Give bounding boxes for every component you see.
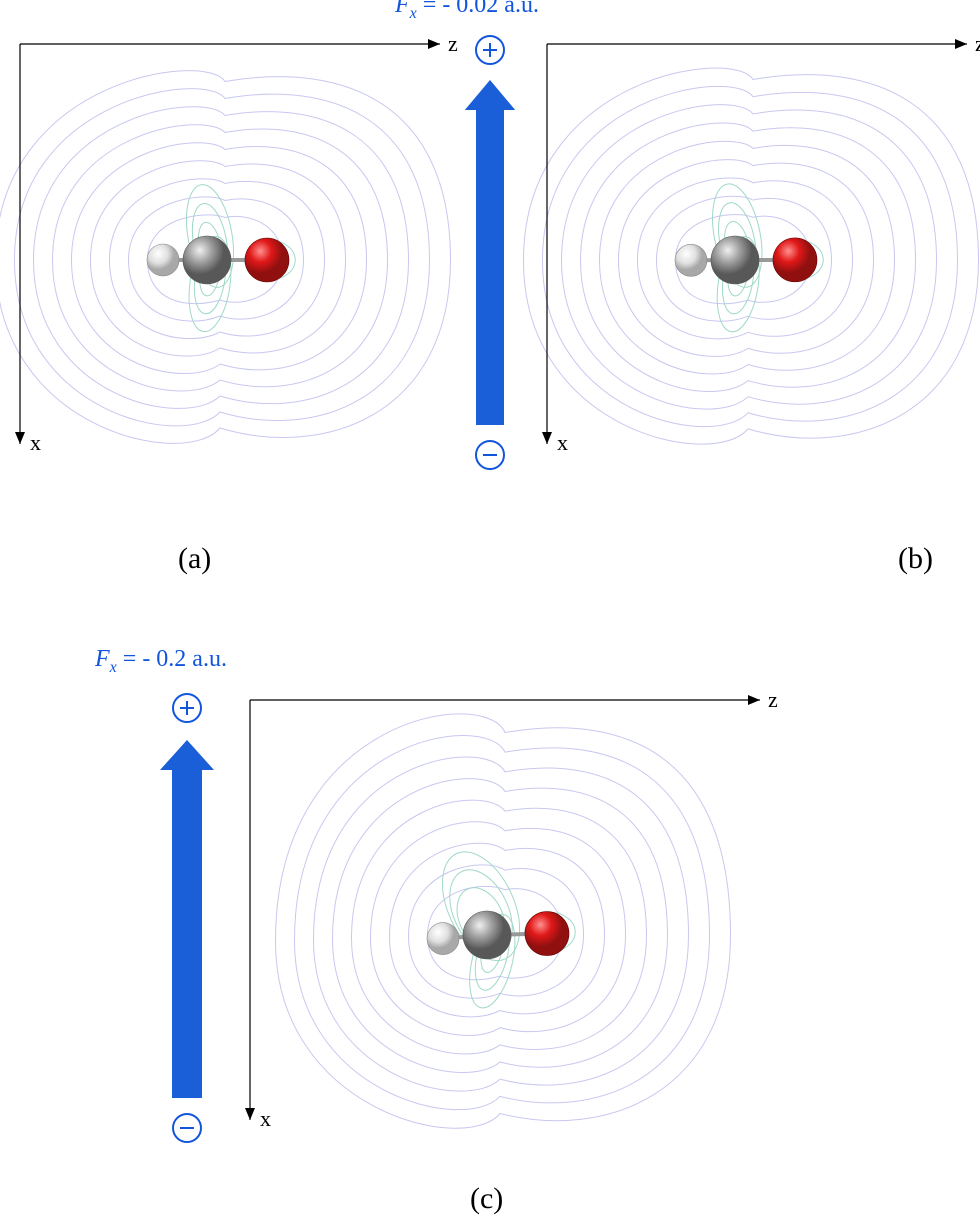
- panel-label-c: (c): [470, 1182, 503, 1216]
- svg-text:x: x: [260, 1106, 271, 1131]
- panel-label-a: (a): [178, 542, 211, 576]
- svg-text:x: x: [30, 430, 41, 455]
- svg-text:z: z: [768, 687, 778, 712]
- svg-text:x: x: [557, 430, 568, 455]
- svg-text:z: z: [975, 31, 980, 56]
- panel-a: zx: [0, 30, 480, 500]
- svg-text:Fx = - 0.02 a.u.: Fx = - 0.02 a.u.: [394, 0, 539, 22]
- panel-b: zxFx = - 0.02 a.u.: [455, 30, 975, 500]
- panel-c: zxFx = - 0.2 a.u.: [115, 670, 855, 1150]
- svg-text:Fx = - 0.2 a.u.: Fx = - 0.2 a.u.: [94, 646, 227, 676]
- panel-label-b: (b): [898, 542, 933, 576]
